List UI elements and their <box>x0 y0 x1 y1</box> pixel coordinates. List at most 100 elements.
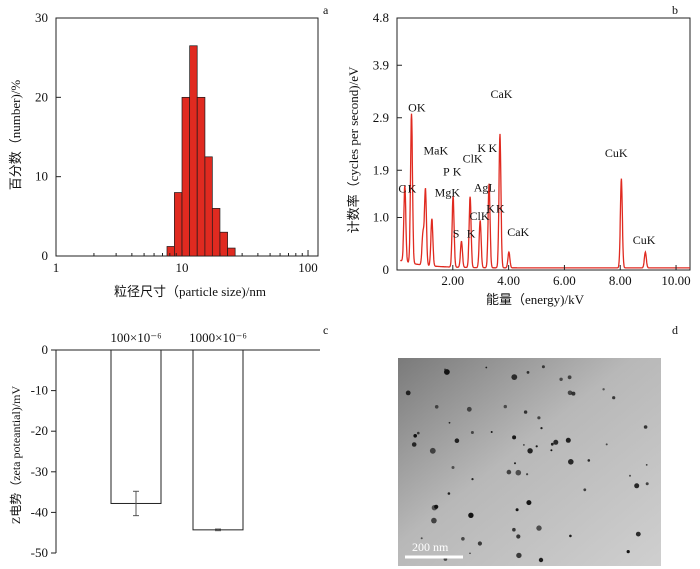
nanoparticle <box>434 405 439 409</box>
nanoparticle <box>444 369 450 375</box>
nanoparticle <box>405 390 411 396</box>
peak-label: K <box>486 201 495 215</box>
nanoparticle <box>417 431 420 435</box>
panel-c-ylabel: Z电势（zeta poteantial)/mV <box>9 386 23 525</box>
nanoparticle <box>587 459 591 462</box>
x-tick-label: 10.00 <box>661 273 690 288</box>
nanoparticle <box>541 365 545 369</box>
tem-nanoparticles <box>405 365 649 563</box>
nanoparticle <box>515 469 522 476</box>
y-tick-label: -10 <box>31 383 48 398</box>
panel-b-ylabel: 计数率（cycles per second)/eV <box>346 66 361 233</box>
nanoparticle <box>413 434 418 438</box>
x-tick-label: 1 <box>53 260 60 275</box>
nanoparticle <box>512 435 517 440</box>
nanoparticle <box>537 416 541 420</box>
nanoparticle <box>626 550 630 554</box>
nanoparticle <box>571 391 576 396</box>
x-tick-label: 8.00 <box>609 273 632 288</box>
nanoparticle <box>523 410 528 414</box>
nanoparticle <box>559 377 563 381</box>
histogram-bar <box>196 96 206 257</box>
peak-label: ClK <box>463 151 483 165</box>
zeta-bar <box>192 349 244 531</box>
panel-d-label: d <box>672 323 678 337</box>
nanoparticle <box>451 466 455 469</box>
nanoparticle <box>538 557 544 563</box>
panel-b-label: b <box>672 3 678 17</box>
peak-label: CuK <box>633 233 656 247</box>
peak-label: C <box>398 181 406 195</box>
nanoparticle <box>523 444 525 446</box>
nanoparticle <box>612 396 616 400</box>
nanoparticle <box>477 541 482 546</box>
zeta-bar <box>110 349 162 504</box>
nanoparticle <box>448 421 451 424</box>
category-label: 100×10⁻⁶ <box>110 330 161 345</box>
y-tick-label: -20 <box>31 423 48 438</box>
nanoparticle <box>602 388 605 391</box>
nanoparticle <box>506 469 512 475</box>
panel-c-zeta-potential: c 100×10⁻⁶ 1000×10⁻⁶ 0 -10 -20 -30 -40 -50 Z电势… <box>9 323 328 560</box>
nanoparticle <box>515 508 519 512</box>
peak-label: K <box>467 226 476 240</box>
nanoparticle <box>568 459 574 465</box>
histogram-bar <box>189 45 198 257</box>
panel-a-bars <box>166 45 236 257</box>
y-tick-label: -30 <box>31 464 48 479</box>
nanoparticle <box>512 527 516 532</box>
peak-label: S <box>453 226 460 240</box>
y-tick-label: 0 <box>383 262 390 277</box>
nanoparticle <box>550 449 553 452</box>
nanoparticle <box>526 500 532 506</box>
peak-label: K <box>477 141 486 155</box>
nanoparticle <box>485 366 488 369</box>
nanoparticle <box>411 442 417 447</box>
nanoparticle <box>511 374 518 380</box>
panel-b-eds-spectrum: b 2.00 4.00 6.00 8.00 10.0001.01.92.93.94.8 … <box>346 3 691 307</box>
nanoparticle <box>645 482 649 486</box>
panel-b-xlabel: 能量（energy)/kV <box>486 292 585 307</box>
panel-a-xlabel: 粒径尺寸（particle size)/nm <box>114 284 266 299</box>
nanoparticle <box>490 431 493 433</box>
peak-label: ClK <box>470 209 490 223</box>
panel-a-particle-size-histogram: a 1 10 100 0 10 20 30 粒径尺寸（particle size)/nm 百… <box>8 3 329 299</box>
peak-label: CaK <box>490 87 512 101</box>
nanoparticle <box>535 445 538 448</box>
y-tick-label: 0 <box>42 248 49 263</box>
nanoparticle <box>514 462 516 465</box>
panel-b-spectrum-line <box>400 113 690 269</box>
peak-label: K <box>453 165 462 179</box>
tem-micrograph <box>398 358 661 566</box>
nanoparticle <box>553 439 559 445</box>
nanoparticle <box>444 368 446 371</box>
y-tick-label: 0 <box>42 342 49 357</box>
nanoparticle <box>461 537 465 541</box>
nanoparticle <box>454 438 460 444</box>
x-tick-label: 10 <box>176 260 189 275</box>
nanoparticle <box>567 390 573 396</box>
x-tick-label: 2.00 <box>441 273 464 288</box>
nanoparticle <box>516 534 521 539</box>
y-tick-label: 30 <box>35 10 48 25</box>
x-tick-label: 6.00 <box>553 273 576 288</box>
nanoparticle <box>420 537 423 540</box>
peak-label: K <box>496 201 505 215</box>
nanoparticle <box>470 431 474 434</box>
nanoparticle <box>434 504 439 509</box>
panel-c-ticks: 0 -10 -20 -30 -40 -50 <box>31 342 56 560</box>
nanoparticle <box>567 375 572 380</box>
panel-a-ylabel: 百分数（number)/% <box>8 80 23 191</box>
nanoparticle <box>583 488 587 492</box>
peak-label: MaK <box>424 144 449 158</box>
scale-bar-label: 200 nm <box>412 540 449 554</box>
y-tick-label: -40 <box>31 504 48 519</box>
nanoparticle <box>536 525 542 531</box>
panel-d-tem-image: d 200 nm <box>398 323 678 566</box>
nanoparticle <box>605 443 608 446</box>
nanoparticle <box>471 478 474 481</box>
y-tick-label: 2.9 <box>373 110 389 125</box>
nanoparticle <box>565 437 571 443</box>
